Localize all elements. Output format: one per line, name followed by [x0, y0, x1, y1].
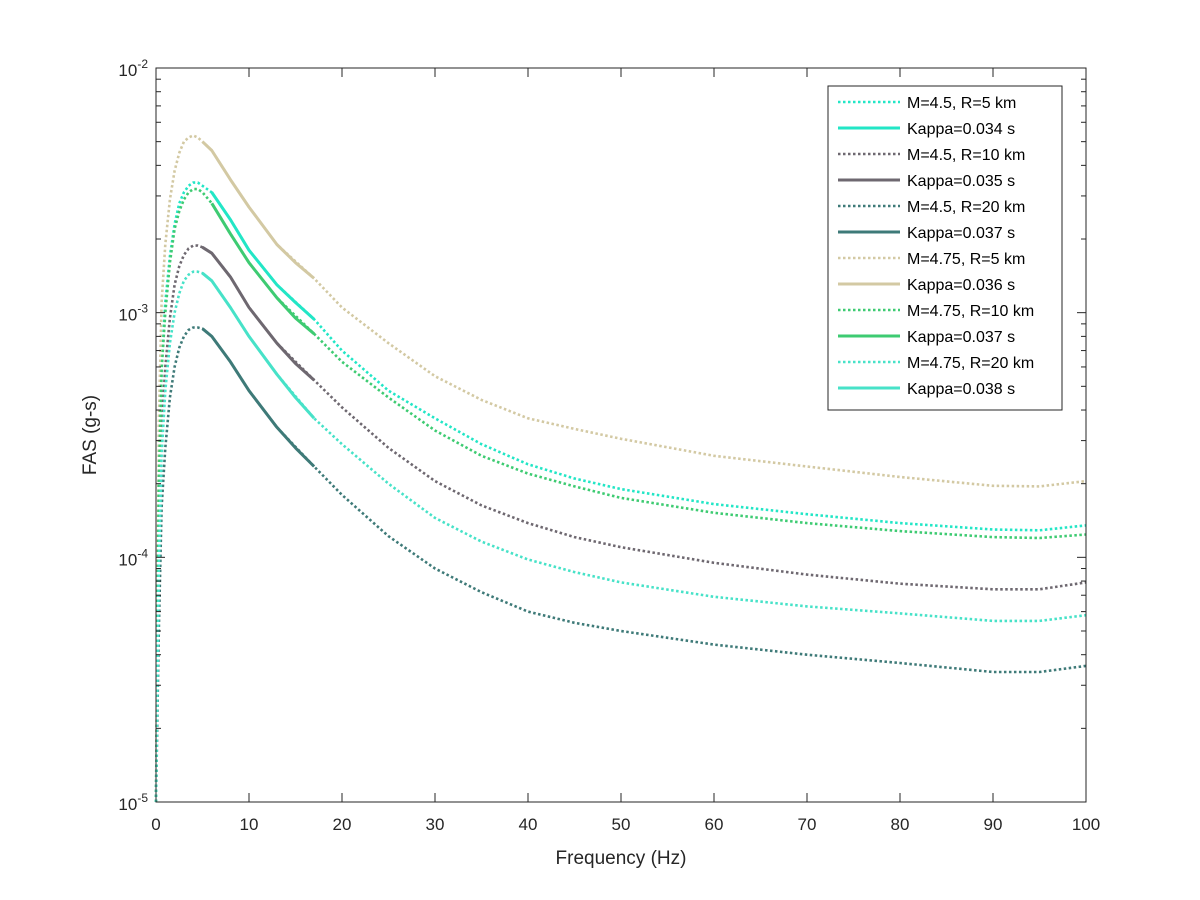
axes-layer: 0 10 20 30 40 50 60 70 80 90 100 10-2 10-3 10-4 10-5: [118, 57, 1100, 834]
series-line-5: [201, 327, 316, 468]
x-axis-label: Frequency (Hz): [556, 848, 687, 869]
x-tick-label: 70: [798, 815, 817, 834]
series-line-3: [201, 246, 316, 382]
x-tick-label: 0: [151, 815, 160, 834]
x-tick-label: 100: [1072, 815, 1100, 834]
series-line-1: [210, 191, 316, 321]
y-tick-label: 10-4: [118, 546, 148, 569]
x-tick-label: 60: [705, 815, 724, 834]
legend-entry-label: Kappa=0.035 s: [907, 173, 1015, 190]
legend-entry-label: Kappa=0.037 s: [907, 225, 1015, 242]
legend-entry-label: M=4.5, R=20 km: [907, 199, 1025, 216]
legend-entry-label: M=4.75, R=20 km: [907, 355, 1034, 372]
legend-entry-label: Kappa=0.037 s: [907, 329, 1015, 346]
legend-entry-label: M=4.75, R=10 km: [907, 303, 1034, 320]
series-line-11: [201, 272, 316, 420]
series-layer: [154, 134, 1087, 803]
legend-entry-label: M=4.5, R=10 km: [907, 147, 1025, 164]
legend-entry-label: Kappa=0.038 s: [907, 381, 1015, 398]
legend-entry-label: Kappa=0.036 s: [907, 277, 1015, 294]
x-tick-label: 50: [612, 815, 631, 834]
legend-entry-label: Kappa=0.034 s: [907, 121, 1015, 138]
x-tick-label: 10: [240, 815, 259, 834]
legend-entry-label: M=4.5, R=5 km: [907, 95, 1016, 112]
x-tick-label: 30: [426, 815, 445, 834]
series-line-6: [154, 134, 1087, 803]
legend-entry-label: M=4.75, R=5 km: [907, 251, 1025, 268]
x-tick-label: 80: [891, 815, 910, 834]
series-line-9: [210, 202, 316, 335]
y-tick-label: 10-2: [118, 57, 148, 80]
y-tick-label: 10-3: [118, 302, 148, 325]
legend: M=4.5, R=5 km Kappa=0.034 s M=4.5, R=10 km…: [827, 85, 1063, 411]
y-axis-label: FAS (g-s): [80, 395, 101, 475]
x-tick-label: 20: [333, 815, 352, 834]
legend-box: [827, 85, 1063, 411]
x-tick-label: 40: [519, 815, 538, 834]
x-tick-label: 90: [984, 815, 1003, 834]
y-tick-label: 10-5: [118, 791, 148, 814]
series-line-7: [201, 140, 316, 280]
